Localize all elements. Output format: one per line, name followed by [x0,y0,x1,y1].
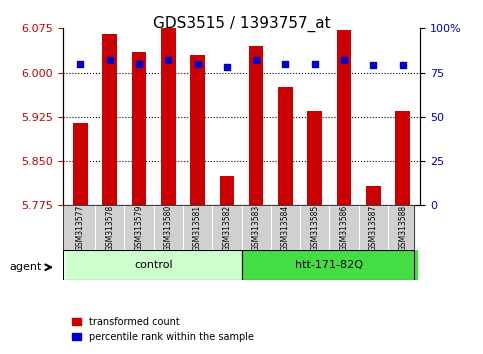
Point [223,64,231,70]
Text: GSM313582: GSM313582 [222,204,231,251]
Text: htt-171-82Q: htt-171-82Q [296,259,363,270]
Bar [132,52,146,205]
Text: GSM313577: GSM313577 [76,204,85,251]
Point [76,61,84,67]
Point [194,61,201,67]
Text: GDS3515 / 1393757_at: GDS3515 / 1393757_at [153,16,330,32]
Bar [242,250,417,280]
Text: GSM313579: GSM313579 [134,204,143,251]
Bar [337,30,351,205]
Point [106,57,114,63]
Text: GSM313581: GSM313581 [193,204,202,251]
Point [369,63,377,68]
Text: GSM313583: GSM313583 [252,204,261,251]
Bar [249,46,263,205]
Bar [220,176,234,205]
Bar [66,250,242,280]
Point [399,63,407,68]
Bar [102,34,117,205]
Bar [190,55,205,205]
Text: GSM313584: GSM313584 [281,204,290,251]
Bar [73,123,88,205]
Text: GSM313586: GSM313586 [340,204,349,251]
Bar [161,28,176,205]
Text: GSM313578: GSM313578 [105,204,114,251]
Bar [395,111,410,205]
Point [311,61,319,67]
Point [340,57,348,63]
Point [252,57,260,63]
Point [135,61,143,67]
Text: GSM313580: GSM313580 [164,204,173,251]
Legend: transformed count, percentile rank within the sample: transformed count, percentile rank withi… [68,313,258,346]
Bar [307,111,322,205]
Point [164,57,172,63]
Bar [278,87,293,205]
Text: GSM313588: GSM313588 [398,204,407,251]
Text: GSM313587: GSM313587 [369,204,378,251]
Text: GSM313585: GSM313585 [310,204,319,251]
Bar [366,186,381,205]
Text: control: control [134,259,173,270]
Text: agent: agent [10,262,42,272]
Point [282,61,289,67]
